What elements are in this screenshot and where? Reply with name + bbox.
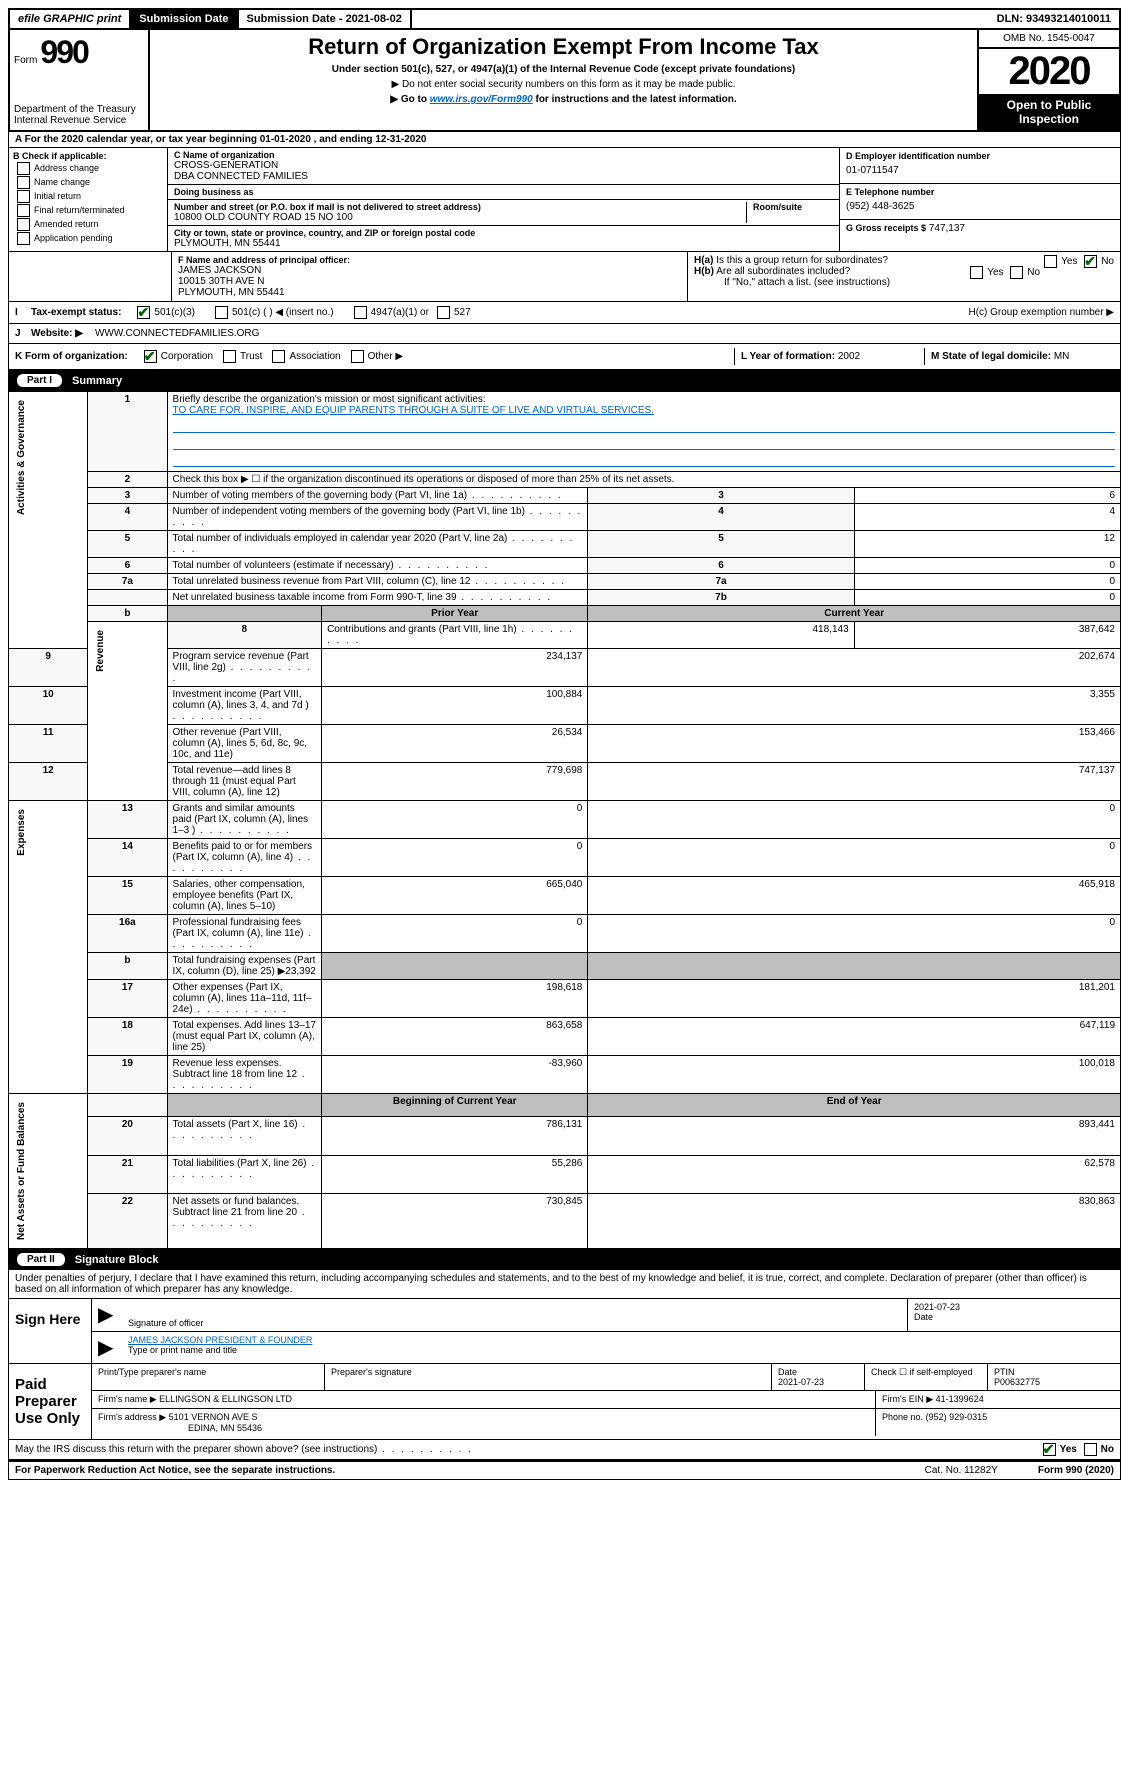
section-c: C Name of organization CROSS-GENERATION …: [168, 148, 839, 251]
year-formation: 2002: [838, 351, 860, 362]
top-bar: efile GRAPHIC print Submission Date Subm…: [8, 8, 1121, 30]
tax-period: A For the 2020 calendar year, or tax yea…: [8, 132, 1121, 148]
part-2-header: Part II Signature Block: [8, 1249, 1121, 1270]
chk-initial-return[interactable]: Initial return: [13, 190, 163, 203]
chk-527[interactable]: [437, 306, 450, 319]
officer-name-title: JAMES JACKSON PRESIDENT & FOUNDER: [128, 1335, 1114, 1345]
omb-number: OMB No. 1545-0047: [979, 30, 1119, 49]
form-number: 990: [40, 34, 87, 70]
ein: 01-0711547: [846, 161, 1114, 180]
chk-final-return[interactable]: Final return/terminated: [13, 204, 163, 217]
chk-amended[interactable]: Amended return: [13, 218, 163, 231]
org-dba: DBA CONNECTED FAMILIES: [174, 171, 833, 182]
chk-corp[interactable]: [144, 350, 157, 363]
h-c: H(c) Group exemption number ▶: [968, 307, 1114, 318]
sign-arrow-icon: ▶: [92, 1332, 122, 1363]
open-to-public: Open to Public Inspection: [979, 94, 1119, 130]
chk-4947[interactable]: [354, 306, 367, 319]
form-subtitle: Under section 501(c), 527, or 4947(a)(1)…: [158, 64, 969, 75]
form-title: Return of Organization Exempt From Incom…: [158, 34, 969, 60]
dln: DLN: 93493214010011: [989, 10, 1119, 28]
h-b2: If "No," attach a list. (see instruction…: [694, 277, 1114, 288]
ssn-notice: ▶ Do not enter social security numbers o…: [158, 79, 969, 90]
dept-treasury: Department of the Treasury Internal Reve…: [14, 104, 144, 126]
tax-year: 2020: [979, 49, 1119, 94]
sig-date: 2021-07-23: [914, 1302, 1114, 1312]
line9-curr: 202,674: [588, 649, 1121, 687]
irs-link[interactable]: www.irs.gov/Form990: [430, 94, 533, 105]
mission-text: TO CARE FOR, INSPIRE, AND EQUIP PARENTS …: [173, 405, 654, 416]
section-j: J Website: ▶ WWW.CONNECTEDFAMILIES.ORG: [8, 324, 1121, 344]
h-a: H(a) Is this a group return for subordin…: [694, 255, 1114, 266]
form-prefix: Form: [14, 55, 37, 66]
gross-receipts: 747,137: [929, 223, 965, 234]
officer-addr1: 10015 30TH AVE N: [178, 276, 681, 287]
may-irs-discuss: May the IRS discuss this return with the…: [8, 1440, 1121, 1460]
goto-line: ▶ Go to www.irs.gov/Form990 for instruct…: [158, 94, 969, 105]
firm-phone: (952) 929-0315: [926, 1412, 988, 1422]
may-irs-yes[interactable]: [1043, 1443, 1056, 1456]
officer-name: JAMES JACKSON: [178, 265, 681, 276]
line5-val: 12: [854, 531, 1120, 558]
sign-here-block: Sign Here ▶ Signature of officer 2021-07…: [8, 1299, 1121, 1364]
firm-name: ELLINGSON & ELLINGSON LTD: [159, 1394, 292, 1404]
chk-address-change[interactable]: Address change: [13, 162, 163, 175]
chk-501c[interactable]: [215, 306, 228, 319]
perjury-declaration: Under penalties of perjury, I declare th…: [8, 1270, 1121, 1299]
chk-other[interactable]: [351, 350, 364, 363]
sign-arrow-icon: ▶: [92, 1299, 122, 1331]
org-address: 10800 OLD COUNTY ROAD 15 NO 100: [174, 212, 746, 223]
summary-table: Activities & Governance 1 Briefly descri…: [8, 391, 1121, 1249]
telephone: (952) 448-3625: [846, 197, 1114, 216]
org-name: CROSS-GENERATION: [174, 160, 833, 171]
form-header: Form 990 Department of the Treasury Inte…: [8, 30, 1121, 132]
chk-name-change[interactable]: Name change: [13, 176, 163, 189]
chk-trust[interactable]: [223, 350, 236, 363]
line11-curr: 153,466: [588, 725, 1121, 763]
chk-501c3[interactable]: [137, 306, 150, 319]
efile-label[interactable]: efile GRAPHIC print: [10, 10, 131, 28]
submission-date-label: Submission Date: [131, 10, 238, 28]
section-b: B Check if applicable: Address change Na…: [9, 148, 168, 251]
cat-no: Cat. No. 11282Y: [925, 1465, 998, 1476]
chk-assoc[interactable]: [272, 350, 285, 363]
firm-addr: 5101 VERNON AVE S: [169, 1412, 258, 1422]
firm-ein: 41-1399624: [936, 1394, 984, 1404]
line10-curr: 3,355: [588, 687, 1121, 725]
section-k-l-m: K Form of organization: Corporation Trus…: [8, 344, 1121, 370]
line3-val: 6: [854, 488, 1120, 504]
part-1-header: Part I Summary: [8, 370, 1121, 391]
may-irs-no[interactable]: [1084, 1443, 1097, 1456]
website-link[interactable]: WWW.CONNECTEDFAMILIES.ORG: [95, 328, 259, 339]
line12-curr: 747,137: [588, 763, 1121, 801]
line7a-val: 0: [854, 574, 1120, 590]
ha-no-checkbox[interactable]: [1084, 255, 1097, 268]
line7b-val: 0: [854, 590, 1120, 606]
paperwork-notice: For Paperwork Reduction Act Notice, see …: [15, 1465, 335, 1476]
org-city: PLYMOUTH, MN 55441: [174, 238, 833, 249]
chk-app-pending[interactable]: Application pending: [13, 232, 163, 245]
line4-val: 4: [854, 504, 1120, 531]
header-info-grid: B Check if applicable: Address change Na…: [8, 148, 1121, 252]
form-footer: Form 990 (2020): [1038, 1465, 1114, 1476]
paid-preparer-block: Paid Preparer Use Only Print/Type prepar…: [8, 1364, 1121, 1440]
submission-date: Submission Date - 2021-08-02: [239, 10, 412, 28]
section-i: I Tax-exempt status: 501(c)(3) 501(c) ( …: [8, 302, 1121, 324]
section-right: D Employer identification number 01-0711…: [839, 148, 1120, 251]
line8-curr: 387,642: [854, 622, 1120, 649]
line6-val: 0: [854, 558, 1120, 574]
state-domicile: MN: [1054, 351, 1070, 362]
officer-addr2: PLYMOUTH, MN 55441: [178, 287, 681, 298]
section-f-h: F Name and address of principal officer:…: [8, 252, 1121, 302]
ptin: P00632775: [994, 1377, 1114, 1387]
